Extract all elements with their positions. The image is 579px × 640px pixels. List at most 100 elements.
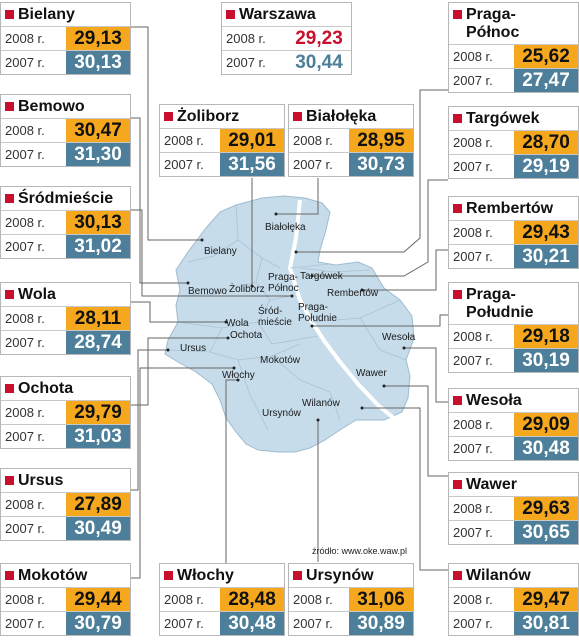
value-2008: 29,13 <box>66 27 130 50</box>
map-label-bielany: Bielany <box>204 246 237 257</box>
value-2007: 31,03 <box>66 425 130 448</box>
value-2008: 29,79 <box>66 401 130 424</box>
map-label-rembertow: Rembertów <box>327 288 379 299</box>
value-2007: 30,48 <box>514 437 578 460</box>
value-2008: 28,48 <box>220 588 284 611</box>
map-dots <box>166 212 406 422</box>
red-square-marker <box>453 10 462 19</box>
map-label-srodmiescie: Śród- mieście <box>258 306 292 328</box>
red-square-marker <box>5 476 14 485</box>
year-2008-label: 2008 r. <box>5 311 45 326</box>
value-2008: 29,43 <box>514 221 578 244</box>
year-2008-label: 2008 r. <box>453 417 493 432</box>
map-label-ursus: Ursus <box>180 343 207 354</box>
district-card-zoliborz: Żoliborz 2008 r. 29,01 2007 r. 31,56 <box>159 104 285 177</box>
year-2007-label: 2007 r. <box>453 353 493 368</box>
district-name: Mokotów <box>18 567 88 584</box>
red-square-marker <box>164 112 173 121</box>
year-2008-label: 2008 r. <box>5 31 45 46</box>
year-2008-label: 2008 r. <box>164 133 204 148</box>
district-card-praga-poludnie: Praga- Południe 2008 r. 29,18 2007 r. 30,1… <box>448 282 579 373</box>
year-2007-label: 2007 r. <box>164 616 204 631</box>
district-card-mokotow: Mokotów 2008 r. 29,44 2007 r. 30,79 <box>0 563 131 636</box>
value-2007: 30,21 <box>514 245 578 268</box>
year-2007-label: 2007 r. <box>453 73 493 88</box>
district-card-praga-polnoc: Praga- Północ 2008 r. 25,62 2007 r. 27,47 <box>448 2 579 93</box>
district-card-srodmiescie: Śródmieście 2008 r. 30,13 2007 r. 31,02 <box>0 186 131 259</box>
year-2008-label: 2008 r. <box>453 49 493 64</box>
value-2007: 30,81 <box>514 612 578 635</box>
year-2008-label: 2008 r. <box>5 592 45 607</box>
value-2007: 30,65 <box>514 521 578 544</box>
district-name: Ursynów <box>306 567 374 584</box>
value-2007: 30,49 <box>66 517 130 540</box>
district-card-bialoleka: Białołęka 2008 r. 28,95 2007 r. 30,73 <box>288 104 414 177</box>
year-2008-label: 2008 r. <box>293 592 333 607</box>
year-2008-label: 2008 r. <box>453 592 493 607</box>
map-label-bialoleka: Białołęka <box>265 222 306 233</box>
red-square-marker <box>293 112 302 121</box>
red-square-marker <box>293 571 302 580</box>
district-card-wawer: Wawer 2008 r. 29,63 2007 r. 30,65 <box>448 472 579 545</box>
year-2007-label: 2007 r. <box>453 159 493 174</box>
year-2007-label: 2007 r. <box>5 55 45 70</box>
district-name: Bemowo <box>18 98 85 115</box>
map-label-wola: Wola <box>226 318 249 329</box>
year-2007-label: 2007 r. <box>5 521 45 536</box>
district-name: Żoliborz <box>177 108 240 125</box>
red-square-marker <box>5 102 14 111</box>
map-label-praga-polnoc: Praga- Północ <box>268 272 299 294</box>
red-square-marker <box>453 480 462 489</box>
map-label-wlochy: Włochy <box>222 370 255 381</box>
map-label-wilanow: Wilanów <box>302 398 340 409</box>
year-2007-label: 2007 r. <box>453 441 493 456</box>
value-2008: 30,47 <box>66 119 130 142</box>
district-name: Wilanów <box>466 567 531 584</box>
district-name: Wola <box>18 286 56 303</box>
value-2008: 30,13 <box>66 211 130 234</box>
district-name: Ursus <box>18 472 64 489</box>
map-label-wawer: Wawer <box>356 368 387 379</box>
year-2008-label: 2008 r. <box>453 501 493 516</box>
district-name: Wesoła <box>466 392 522 409</box>
year-2007-label: 2007 r. <box>293 616 333 631</box>
district-card-ochota: Ochota 2008 r. 29,79 2007 r. 31,03 <box>0 376 131 449</box>
map-label-zoliborz: Żoliborz <box>229 284 265 295</box>
year-2007-label: 2007 r. <box>164 157 204 172</box>
year-2008-label: 2008 r. <box>5 405 45 420</box>
year-2007-label: 2007 r. <box>5 147 45 162</box>
district-name: Bielany <box>18 6 75 23</box>
value-2007: 30,79 <box>66 612 130 635</box>
value-2007: 30,89 <box>349 612 413 635</box>
district-name: Ochota <box>18 380 74 397</box>
district-name: Włochy <box>177 567 234 584</box>
year-2007-label: 2007 r. <box>5 616 45 631</box>
year-2008-label: 2008 r. <box>5 497 45 512</box>
value-2007: 30,48 <box>220 612 284 635</box>
value-2007: 30,13 <box>66 51 130 74</box>
year-2007-label: 2007 r. <box>5 239 45 254</box>
red-square-marker <box>453 571 462 580</box>
red-square-marker <box>453 204 462 213</box>
district-name: Wawer <box>466 476 517 493</box>
map-label-targowek: Targówek <box>300 271 343 282</box>
year-2008-label: 2008 r. <box>293 133 333 148</box>
value-2007: 31,30 <box>66 143 130 166</box>
value-2008: 29,47 <box>514 588 578 611</box>
source-note: źródło: www.oke.waw.pl <box>312 546 408 556</box>
value-2008: 29,44 <box>66 588 130 611</box>
year-2008-label: 2008 r. <box>164 592 204 607</box>
value-2007: 30,19 <box>514 349 578 372</box>
year-2008-label: 2008 r. <box>453 135 493 150</box>
value-2007: 30,73 <box>349 153 413 176</box>
red-square-marker <box>453 396 462 405</box>
value-2008: 29,63 <box>514 497 578 520</box>
value-2007: 31,02 <box>66 235 130 258</box>
district-card-wlochy: Włochy 2008 r. 28,48 2007 r. 30,48 <box>159 563 285 636</box>
red-square-marker <box>164 571 173 580</box>
value-2007: 31,56 <box>220 153 284 176</box>
red-square-marker <box>5 290 14 299</box>
value-2007: 29,19 <box>514 155 578 178</box>
